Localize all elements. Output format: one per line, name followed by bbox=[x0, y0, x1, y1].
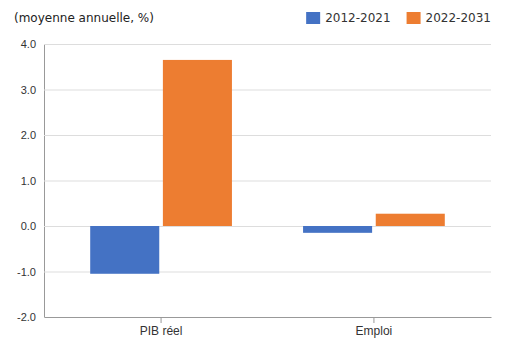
legend-swatch bbox=[306, 12, 320, 24]
grid-line bbox=[44, 135, 491, 136]
grid-line bbox=[44, 317, 491, 318]
legend: 2012-2021 2022-2031 bbox=[306, 11, 491, 25]
bar bbox=[163, 60, 232, 226]
y-tick: -1.0 bbox=[17, 266, 491, 278]
x-axis: PIB réel Emploi bbox=[45, 317, 492, 338]
legend-label: 2012-2021 bbox=[325, 11, 390, 25]
y-tick: 1.0 bbox=[21, 175, 491, 187]
legend-item: 2022-2031 bbox=[407, 11, 491, 25]
y-tick: 2.0 bbox=[21, 129, 491, 141]
title: (moyenne annuelle, %) bbox=[14, 11, 154, 25]
chart: -2.0 -1.0 0.0 1.0 2.0 3.0 4.0 PIB réel Emploi (mo… bbox=[0, 0, 507, 347]
bar bbox=[376, 214, 445, 226]
y-tick-label: 0.0 bbox=[21, 220, 36, 232]
y-tick-label: -1.0 bbox=[17, 266, 36, 278]
grid-line bbox=[44, 44, 491, 45]
bars bbox=[90, 60, 445, 274]
plot: -2.0 -1.0 0.0 1.0 2.0 3.0 4.0 PIB réel Emploi bbox=[17, 38, 491, 338]
x-tick: Emploi bbox=[356, 317, 393, 338]
grid-line bbox=[44, 90, 491, 91]
y-tick: 3.0 bbox=[21, 84, 491, 96]
y-tick-label: -2.0 bbox=[17, 311, 36, 323]
legend-swatch bbox=[407, 12, 421, 24]
tick-mark bbox=[161, 317, 162, 323]
y-tick-label: 2.0 bbox=[21, 129, 36, 141]
y-tick: 4.0 bbox=[21, 38, 491, 50]
y-tick-label: 4.0 bbox=[21, 38, 36, 50]
bar bbox=[90, 226, 159, 274]
x-tick-label: Emploi bbox=[356, 324, 393, 338]
grid-line bbox=[44, 181, 491, 182]
x-tick: PIB réel bbox=[140, 317, 183, 338]
y-tick: -2.0 bbox=[17, 311, 491, 323]
tick-mark bbox=[373, 317, 374, 323]
x-tick-label: PIB réel bbox=[140, 324, 183, 338]
x-axis-line bbox=[45, 317, 492, 318]
y-tick-label: 1.0 bbox=[21, 175, 36, 187]
bar bbox=[303, 226, 372, 233]
y-axis: -2.0 -1.0 0.0 1.0 2.0 3.0 4.0 bbox=[17, 38, 491, 323]
legend-label: 2022-2031 bbox=[426, 11, 491, 25]
y-tick-label: 3.0 bbox=[21, 84, 36, 96]
legend-item: 2012-2021 bbox=[306, 11, 390, 25]
y-axis-line bbox=[45, 45, 492, 318]
